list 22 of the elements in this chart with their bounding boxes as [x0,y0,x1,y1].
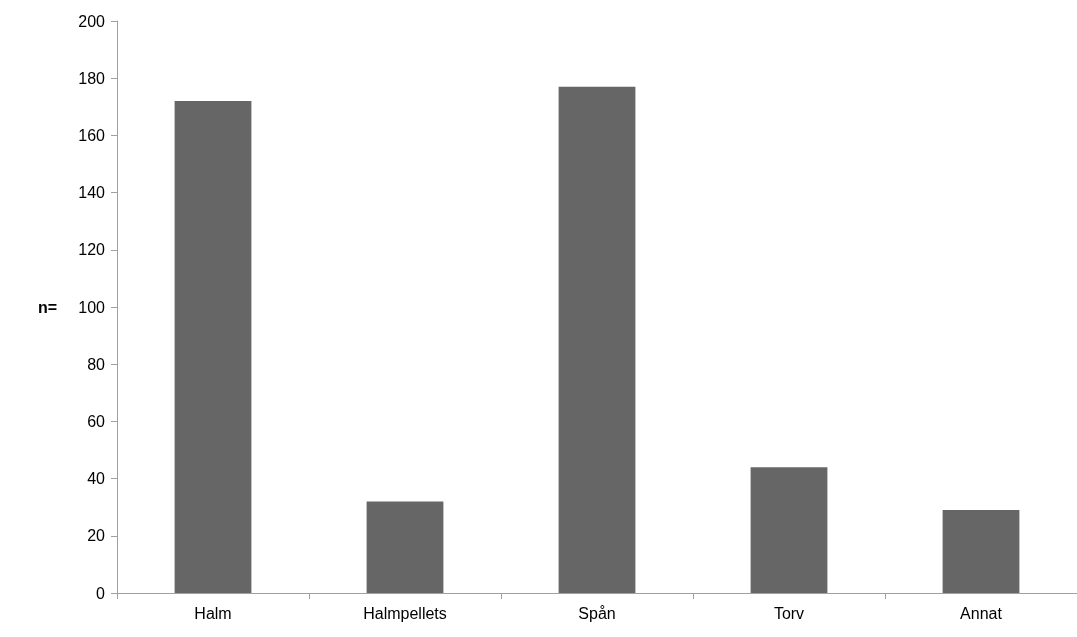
y-tick-label: 0 [96,584,106,602]
y-tick-label: 40 [87,470,106,488]
y-tick-label: 140 [78,184,106,202]
x-tick-label: Halmpellets [363,604,447,622]
bar [366,501,444,593]
y-axis-title: n= [37,298,57,316]
x-tick-label: Annat [960,604,1003,622]
y-tick-label: 120 [78,241,106,259]
bar [750,467,828,593]
y-tick-label: 200 [78,12,106,30]
y-tick-label: 100 [78,298,106,316]
y-tick-label: 20 [87,527,106,545]
y-tick-label: 80 [87,355,106,373]
bar [558,86,636,593]
y-tick-label: 180 [78,69,106,87]
x-tick-label: Torv [773,604,805,622]
bar [942,510,1020,593]
y-tick-label: 160 [78,126,106,144]
x-tick-label: Spån [578,604,616,622]
y-tick-label: 60 [87,412,106,430]
x-tick-label: Halm [194,604,232,622]
bar [174,101,252,593]
